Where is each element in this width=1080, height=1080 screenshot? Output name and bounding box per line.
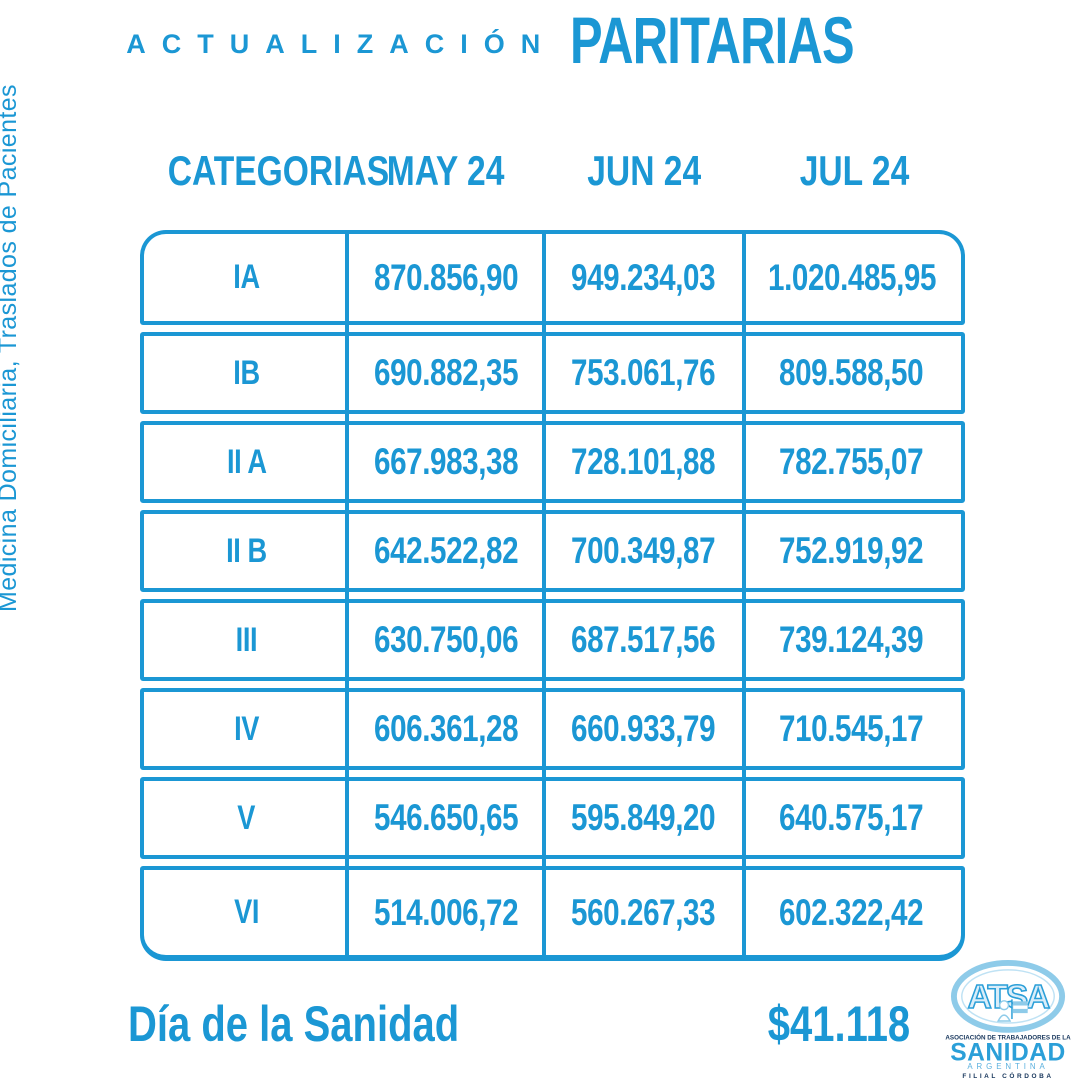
- jun-value-cell: 687.517,56: [571, 619, 716, 660]
- category-cell: IB: [233, 353, 260, 392]
- jul-value-cell: 809.588,50: [779, 352, 924, 393]
- jun-value-cell: 728.101,88: [571, 441, 716, 482]
- column-header-categorias: CATEGORIAS: [167, 147, 390, 194]
- page-title: PARITARIAS: [570, 3, 855, 77]
- logo-filial-cordoba-line: FILIAL CÓRDOBA: [962, 1071, 1053, 1080]
- sanidad-day-amount: $41.118: [767, 996, 911, 1052]
- column-header-jun24: JUN 24: [587, 147, 701, 194]
- sector-line-2: Medicina Domiciliaria, Traslados de Paci…: [0, 84, 22, 612]
- salary-table: IA 870.856,90 949.234,03 1.020.485,95 IB…: [140, 230, 965, 961]
- sector-description-vertical-text: Trabajadores de Emergencias Médicas, Med…: [0, 84, 22, 612]
- logo-association-line: ASOCIACIÓN DE TRABAJADORES DE LA: [945, 1033, 1071, 1042]
- category-cell: VI: [234, 893, 259, 931]
- category-cell: IA: [233, 258, 260, 296]
- sanidad-day-label: Día de la Sanidad: [128, 996, 460, 1052]
- logo-sanidad-wordmark: SANIDAD: [950, 1039, 1065, 1066]
- table-column-headers: CATEGORIAS MAY 24 JUN 24 JUL 24: [140, 143, 965, 199]
- logo-flag-stripe-mid: [1012, 1004, 1028, 1010]
- jul-value-cell: 782.755,07: [779, 441, 924, 482]
- table-row: IB 690.882,35 753.061,76 809.588,50: [140, 332, 965, 414]
- jul-value-cell: 710.545,17: [779, 708, 924, 749]
- jul-value-cell: 739.124,39: [779, 619, 924, 660]
- logo-argentina-line: ARGENTINA: [967, 1062, 1048, 1071]
- logo-ellipse-inner: [961, 969, 1055, 1024]
- table-row: II A 667.983,38 728.101,88 782.755,07: [140, 421, 965, 503]
- atsa-logo: ATSA ASOCIACIÓN DE TRABAJADORES DE LA SA…: [945, 960, 1071, 1080]
- column-header-may24: MAY 24: [386, 147, 505, 194]
- may-value-cell: 870.856,90: [374, 256, 519, 298]
- jun-value-cell: 595.849,20: [571, 797, 716, 838]
- table-row: II B 642.522,82 700.349,87 752.919,92: [140, 510, 965, 592]
- logo-flag-stripe-top: [1012, 1001, 1028, 1006]
- jul-value-cell: 640.575,17: [779, 797, 924, 838]
- table-row: IV 606.361,28 660.933,79 710.545,17: [140, 688, 965, 770]
- jun-value-cell: 949.234,03: [571, 256, 716, 298]
- column-divider: [345, 230, 349, 961]
- jul-value-cell: 602.322,42: [779, 891, 924, 933]
- logo-ellipse-outer: [950, 960, 1066, 1033]
- column-divider: [742, 230, 746, 961]
- may-value-cell: 546.650,65: [374, 797, 519, 838]
- category-cell: V: [237, 798, 256, 837]
- jul-value-cell: 752.919,92: [779, 530, 924, 571]
- may-value-cell: 514.006,72: [374, 891, 519, 933]
- header: ACTUALIZACIÓN PARITARIAS: [0, 0, 1080, 80]
- logo-figure-head: [998, 1000, 1010, 1011]
- may-value-cell: 667.983,38: [374, 441, 519, 482]
- logo-acronym: ATSA: [968, 979, 1050, 1016]
- may-value-cell: 642.522,82: [374, 530, 519, 571]
- may-value-cell: 630.750,06: [374, 619, 519, 660]
- category-cell: II B: [226, 531, 267, 570]
- jun-value-cell: 753.061,76: [571, 352, 716, 393]
- logo-flag-stripe-bottom: [1012, 1009, 1028, 1014]
- jun-value-cell: 700.349,87: [571, 530, 716, 571]
- table-row: III 630.750,06 687.517,56 739.124,39: [140, 599, 965, 681]
- may-value-cell: 606.361,28: [374, 708, 519, 749]
- table-row: IA 870.856,90 949.234,03 1.020.485,95: [140, 230, 965, 325]
- category-cell: III: [235, 620, 258, 659]
- jul-value-cell: 1.020.485,95: [767, 256, 936, 298]
- category-cell: IV: [234, 709, 259, 748]
- jun-value-cell: 660.933,79: [571, 708, 716, 749]
- may-value-cell: 690.882,35: [374, 352, 519, 393]
- column-divider: [542, 230, 546, 961]
- table-row: VI 514.006,72 560.267,33 602.322,42: [140, 866, 965, 961]
- table-row: V 546.650,65 595.849,20 640.575,17: [140, 777, 965, 859]
- kicker-text: ACTUALIZACIÓN: [126, 28, 557, 59]
- category-cell: II A: [226, 442, 267, 481]
- jun-value-cell: 560.267,33: [571, 891, 716, 933]
- logo-figure-body: [996, 1014, 1012, 1022]
- column-header-jul24: JUL 24: [799, 147, 910, 194]
